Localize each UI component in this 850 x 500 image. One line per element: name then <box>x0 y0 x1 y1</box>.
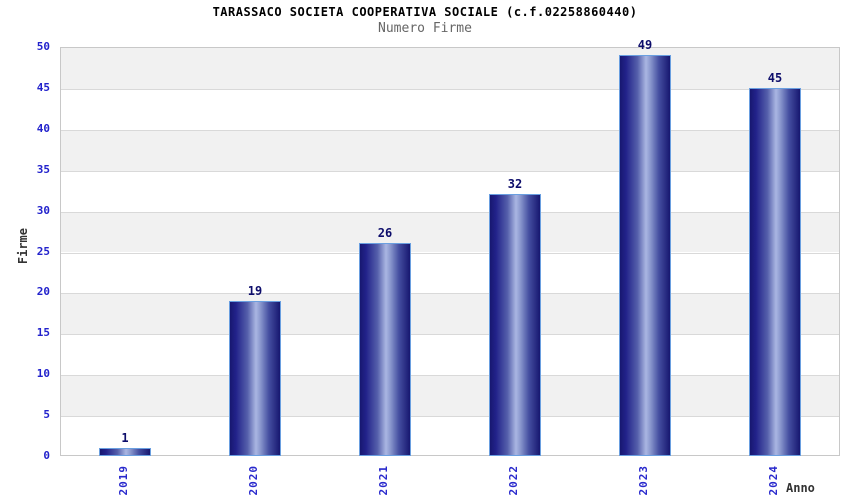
y-tick-label: 15 <box>36 326 50 340</box>
x-category-label: 2023 <box>637 465 650 496</box>
chart-title: TARASSACO SOCIETA COOPERATIVA SOCIALE (c… <box>212 5 638 19</box>
y-tick-label: 50 <box>36 40 50 53</box>
gridline <box>61 170 839 172</box>
x-category-label: 2024 <box>767 465 780 496</box>
gridline <box>61 334 839 336</box>
gridline <box>61 293 839 295</box>
shaded-band <box>61 293 839 335</box>
y-tick-label: 10 <box>36 367 50 381</box>
y-tick-label: 45 <box>36 80 50 94</box>
y-axis-title: Firme <box>16 228 30 265</box>
gridline <box>61 252 839 254</box>
bar <box>229 300 281 456</box>
x-category-label: 2019 <box>117 465 130 496</box>
bar <box>489 194 541 456</box>
gridline <box>61 416 839 418</box>
y-tick-label: 25 <box>36 244 50 258</box>
shaded-band <box>61 375 839 417</box>
bar-value-label: 45 <box>767 70 783 85</box>
gridline <box>61 88 839 90</box>
gridline <box>61 129 839 131</box>
bar <box>619 55 671 456</box>
x-category-label: 2020 <box>247 465 260 496</box>
bar-value-label: 26 <box>377 226 393 241</box>
y-tick-label: 20 <box>36 285 50 299</box>
bar <box>749 87 801 456</box>
y-tick-label: 40 <box>36 121 50 135</box>
shaded-band <box>61 48 839 89</box>
y-tick-label: 5 <box>43 408 50 422</box>
bar <box>99 447 151 456</box>
gridline <box>61 211 839 213</box>
bar-value-label: 49 <box>637 38 653 53</box>
x-category-label: 2021 <box>377 465 390 496</box>
gridline <box>61 375 839 377</box>
bar-value-label: 32 <box>507 177 523 192</box>
chart-subtitle: Numero Firme <box>378 21 472 36</box>
x-category-label: 2022 <box>507 465 520 496</box>
y-tick-label: 0 <box>43 449 50 462</box>
bar-value-label: 19 <box>247 283 263 298</box>
y-tick-label: 30 <box>36 203 50 217</box>
x-axis-title: Anno <box>786 481 815 495</box>
shaded-band <box>61 211 839 253</box>
bar <box>359 243 411 456</box>
bar-value-label: 1 <box>121 430 129 445</box>
plot-area <box>60 47 840 456</box>
y-tick-label: 35 <box>36 162 50 176</box>
shaded-band <box>61 129 839 171</box>
